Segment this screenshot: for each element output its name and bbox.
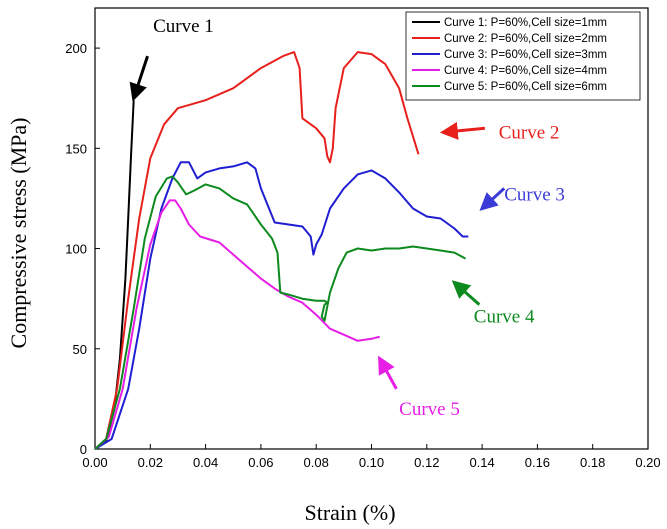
annotation-arrow-c1 xyxy=(129,55,149,102)
annotation-arrow-c5 xyxy=(378,355,398,390)
series-line-curve-2 xyxy=(94,51,420,450)
x-tick-label: 0.10 xyxy=(359,455,384,470)
x-tick-label: 0.16 xyxy=(525,455,550,470)
x-tick-label: 0.04 xyxy=(193,455,218,470)
x-tick-label: 0.08 xyxy=(304,455,329,470)
legend-label-curve-1: Curve 1: P=60%,Cell size=1mm xyxy=(444,17,607,29)
x-axis-ticks: 0.00 0.02 0.04 0.06 0.08 0.10 0.12 0.14 0.16 0.18… xyxy=(82,444,661,470)
legend-box xyxy=(405,11,641,101)
legend-label-curve-2: Curve 2: P=60%,Cell size=2mm xyxy=(444,33,607,45)
y-axis-title: Compressive stress (MPa) xyxy=(6,118,31,349)
annotation-label-c1: Curve 1 xyxy=(153,16,214,37)
x-tick-label: 0.18 xyxy=(580,455,605,470)
annotation-label-c4: Curve 4 xyxy=(474,307,535,328)
x-tick-label: 0.06 xyxy=(248,455,273,470)
y-tick-label: 200 xyxy=(65,41,87,56)
legend-label-curve-4: Curve 4: P=60%,Cell size=4mm xyxy=(444,65,607,77)
y-tick-label: 150 xyxy=(65,141,87,156)
x-tick-label: 0.00 xyxy=(82,455,107,470)
y-tick-label: 50 xyxy=(73,342,87,357)
series-layer xyxy=(94,51,469,450)
annotation-arrow-c3 xyxy=(479,187,506,211)
annotation-arrow-c2 xyxy=(439,121,486,140)
legend-label-curve-5: Curve 5: P=60%,Cell size=6mm xyxy=(444,81,607,93)
x-tick-label: 0.02 xyxy=(138,455,163,470)
series-line-curve-4 xyxy=(94,199,381,450)
x-tick-label: 0.12 xyxy=(414,455,439,470)
annotation-arrow-c4 xyxy=(451,280,481,306)
y-tick-label: 100 xyxy=(65,242,87,257)
annotation-layer: Curve 1 Curve 2 Curve 3 Curve 4 Curve 5 xyxy=(129,16,565,420)
legend: Curve 1: P=60%,Cell size=1mm Curve 2: P=6… xyxy=(405,11,641,101)
series-line-curve-3 xyxy=(94,161,469,450)
annotation-label-c2: Curve 2 xyxy=(499,122,560,143)
legend-label-curve-3: Curve 3: P=60%,Cell size=3mm xyxy=(444,49,607,61)
series-line-curve-1 xyxy=(94,100,135,450)
annotation-label-c3: Curve 3 xyxy=(504,184,565,205)
x-tick-label: 0.20 xyxy=(635,455,660,470)
y-tick-label: 0 xyxy=(80,442,87,457)
series-line-curve-5 xyxy=(94,175,466,450)
x-tick-label: 0.14 xyxy=(469,455,494,470)
x-axis-title: Strain (%) xyxy=(304,500,395,525)
annotation-label-c5: Curve 5 xyxy=(399,399,460,420)
